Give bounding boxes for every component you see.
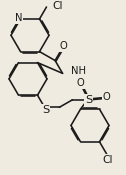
Text: O: O: [60, 41, 67, 51]
Text: S: S: [85, 95, 92, 105]
Text: S: S: [42, 105, 49, 115]
Text: O: O: [103, 92, 110, 102]
Text: O: O: [77, 78, 84, 88]
Text: Cl: Cl: [103, 155, 113, 164]
Text: Cl: Cl: [53, 1, 63, 11]
Text: NH: NH: [71, 66, 86, 76]
Text: N: N: [15, 13, 22, 23]
